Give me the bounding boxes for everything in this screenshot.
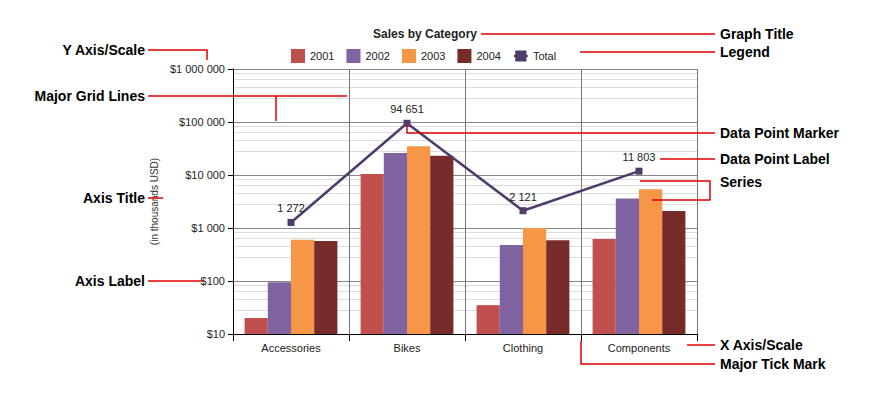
svg-text:11 803: 11 803 — [623, 151, 656, 163]
svg-text:$100: $100 — [201, 275, 225, 287]
svg-text:2004: 2004 — [476, 50, 500, 62]
svg-text:$1 000: $1 000 — [191, 222, 225, 234]
svg-text:Major Tick Mark: Major Tick Mark — [720, 356, 826, 372]
svg-text:Y Axis/Scale: Y Axis/Scale — [62, 42, 145, 58]
svg-text:Accessories: Accessories — [261, 342, 321, 354]
svg-text:94 651: 94 651 — [390, 103, 424, 115]
svg-text:2003: 2003 — [421, 50, 445, 62]
svg-text:$100 000: $100 000 — [179, 116, 225, 128]
svg-text:Clothing: Clothing — [503, 342, 543, 354]
svg-text:X Axis/Scale: X Axis/Scale — [720, 337, 803, 353]
svg-text:Bikes: Bikes — [394, 342, 421, 354]
svg-text:(in thousands USD): (in thousands USD) — [149, 158, 160, 245]
svg-text:Components: Components — [608, 342, 671, 354]
svg-text:2002: 2002 — [365, 50, 389, 62]
svg-text:Axis Title: Axis Title — [83, 190, 145, 206]
svg-text:Axis Label: Axis Label — [75, 273, 145, 289]
svg-text:Major Grid Lines: Major Grid Lines — [35, 88, 146, 104]
svg-text:Sales by Category: Sales by Category — [373, 27, 477, 41]
svg-text:1 272: 1 272 — [277, 202, 305, 214]
svg-text:Data Point Marker: Data Point Marker — [720, 125, 840, 141]
svg-text:Total: Total — [533, 50, 556, 62]
svg-text:Series: Series — [720, 174, 762, 190]
svg-text:$10 000: $10 000 — [185, 169, 225, 181]
svg-text:Legend: Legend — [720, 44, 770, 60]
svg-text:Data Point Label: Data Point Label — [720, 151, 830, 167]
svg-text:2001: 2001 — [310, 50, 334, 62]
svg-text:Graph Title: Graph Title — [720, 26, 794, 42]
svg-text:$10: $10 — [207, 328, 225, 340]
svg-text:$1 000 000: $1 000 000 — [170, 63, 225, 75]
svg-text:2 121: 2 121 — [509, 191, 537, 203]
